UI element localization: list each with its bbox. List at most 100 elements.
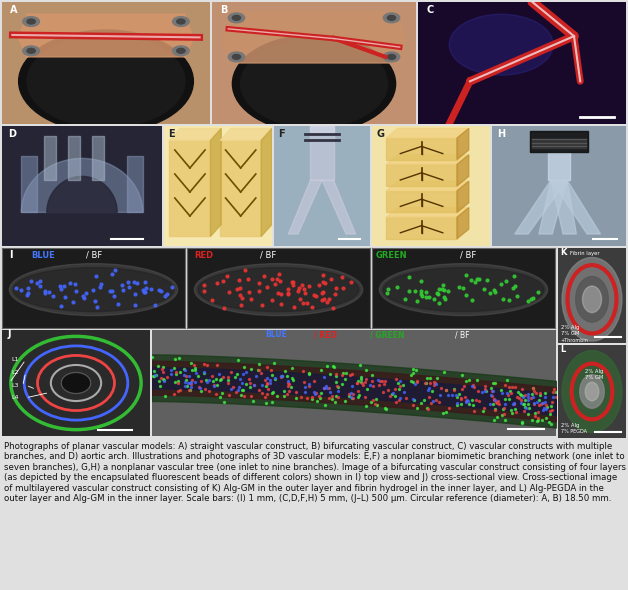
Point <box>348 393 358 402</box>
Point <box>502 375 512 384</box>
Point <box>512 291 522 300</box>
Point <box>131 289 141 299</box>
Point <box>304 381 314 390</box>
Point <box>276 371 286 381</box>
Point <box>60 282 70 291</box>
Point <box>454 282 464 291</box>
Point <box>237 386 247 395</box>
Point <box>325 388 335 397</box>
Point <box>425 392 435 402</box>
Point <box>506 405 516 415</box>
Point <box>170 355 180 364</box>
Point <box>338 369 348 378</box>
Point <box>293 286 303 296</box>
Text: Fibrin layer: Fibrin layer <box>570 251 600 255</box>
Point <box>510 382 520 392</box>
Polygon shape <box>551 180 600 234</box>
Point <box>462 396 472 405</box>
Point <box>333 392 343 402</box>
Point <box>394 384 404 394</box>
Point <box>341 368 351 378</box>
Text: C: C <box>426 5 433 15</box>
Point <box>295 294 305 303</box>
Point <box>539 397 550 407</box>
Polygon shape <box>386 217 457 239</box>
Point <box>416 398 426 407</box>
Point <box>129 277 139 287</box>
Point <box>344 391 354 401</box>
Text: B: B <box>220 5 227 15</box>
Point <box>517 418 527 427</box>
Point <box>353 392 363 402</box>
Point <box>468 380 479 389</box>
Text: 7% GM: 7% GM <box>561 332 579 336</box>
Point <box>494 399 504 409</box>
Point <box>391 398 401 407</box>
Point <box>337 283 347 293</box>
Point <box>224 391 234 400</box>
Point <box>477 388 487 397</box>
Point <box>319 383 329 392</box>
Point <box>387 389 397 399</box>
Point <box>315 393 325 402</box>
Point <box>257 389 268 398</box>
Circle shape <box>27 19 35 24</box>
Point <box>246 391 256 400</box>
Point <box>438 281 448 290</box>
Point <box>307 392 317 402</box>
Point <box>273 274 283 283</box>
Point <box>249 380 259 389</box>
Point <box>305 281 315 291</box>
Point <box>413 376 423 386</box>
Point <box>263 362 273 372</box>
Text: L4: L4 <box>11 395 18 401</box>
Polygon shape <box>386 129 468 138</box>
Point <box>468 401 478 410</box>
Point <box>266 365 276 375</box>
Point <box>198 359 208 368</box>
Point <box>185 385 195 395</box>
Point <box>186 379 196 388</box>
Point <box>241 367 251 376</box>
Point <box>166 365 176 375</box>
Polygon shape <box>457 208 468 239</box>
Point <box>497 388 507 398</box>
Point <box>299 284 309 293</box>
Point <box>149 371 160 381</box>
Point <box>257 300 267 309</box>
Point <box>199 280 209 290</box>
Circle shape <box>173 46 189 55</box>
Text: L: L <box>561 345 566 353</box>
Point <box>263 385 273 394</box>
Point <box>222 271 232 280</box>
Point <box>187 376 197 385</box>
Point <box>96 279 106 289</box>
Point <box>490 397 501 407</box>
Point <box>408 365 418 374</box>
Point <box>461 398 471 407</box>
Point <box>170 378 180 387</box>
Text: 7% GM: 7% GM <box>585 375 604 381</box>
Point <box>60 292 70 301</box>
Point <box>369 382 379 391</box>
Point <box>340 396 350 406</box>
Point <box>132 278 142 287</box>
Point <box>233 385 243 395</box>
Point <box>107 286 117 296</box>
Point <box>68 297 78 306</box>
Point <box>424 293 434 302</box>
Point <box>232 284 242 294</box>
Point <box>300 387 310 396</box>
Point <box>452 390 462 399</box>
Point <box>434 299 444 308</box>
Point <box>322 361 332 371</box>
Point <box>272 391 282 401</box>
Point <box>254 278 264 288</box>
Point <box>257 381 267 390</box>
Point <box>304 369 314 378</box>
Point <box>328 361 338 371</box>
Point <box>280 366 290 376</box>
Text: Photographs of planar vascular models: A) straight vascular construct, B) bifurc: Photographs of planar vascular models: A… <box>4 442 626 503</box>
Point <box>330 290 340 299</box>
Point <box>352 378 362 388</box>
